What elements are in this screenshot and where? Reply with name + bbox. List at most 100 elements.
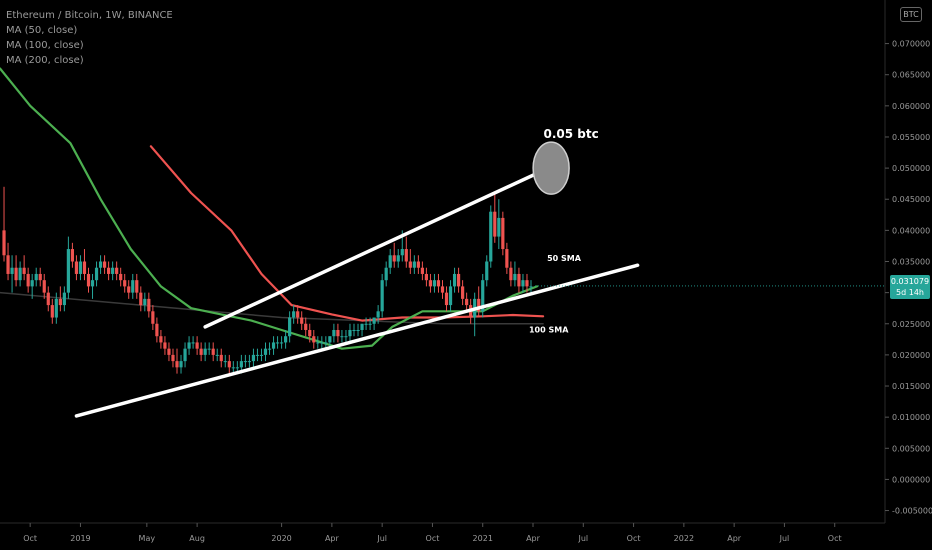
ma-line-50 [0,67,539,350]
candle-body [135,280,139,293]
candle-body [440,286,445,293]
candle-body [372,317,376,324]
candle-body [444,292,449,306]
candle-body [131,280,135,293]
candle-body [143,298,147,306]
candle-body [10,267,14,274]
candle-body [191,342,195,344]
candle-body [396,255,400,262]
time-tick-label: Apr [727,534,742,543]
candle-body [94,267,99,281]
candle-body [279,342,284,344]
price-tick-label: 0.050000 [892,164,930,173]
candle-body [259,354,264,356]
candle-body [6,255,10,274]
candle-body [82,261,87,274]
candle-body [127,286,131,293]
symbol-title[interactable]: Ethereum / Bitcoin, 1W, BINANCE [6,10,173,21]
candle-body [18,267,22,281]
candle-body [139,292,143,306]
candle-body [400,249,404,256]
candle-body [155,323,159,337]
candle-body [485,261,489,281]
candle-body [456,273,461,287]
candle-body [497,217,501,237]
candle-body [352,329,356,331]
candle-body [70,249,75,262]
candle-body [171,354,175,362]
time-tick-label: 2019 [70,534,90,543]
candle-body [344,336,348,338]
ma-200-legend[interactable]: MA (200, close) [6,55,84,66]
price-tick-label: 0.065000 [892,71,930,80]
time-tick-label: May [139,534,156,543]
candle-body [151,311,155,324]
candle-body [461,286,465,299]
candle-body [159,336,163,343]
candle-body [328,336,332,343]
candle-body [529,286,533,288]
price-tick-label: 0.055000 [892,133,930,142]
candle-body [332,329,336,337]
candle-body [102,261,107,268]
candle-body [215,354,219,356]
ma-100-legend[interactable]: MA (100, close) [6,40,84,51]
candle-body [163,342,167,349]
price-tick-label: -0.005000 [892,507,932,516]
time-tick-label: Oct [23,534,37,543]
price-tick-label: 0.010000 [892,413,930,422]
candle-body [388,255,392,268]
price-tick-label: 0.045000 [892,195,930,204]
candle-body [284,336,288,343]
candle-body [416,261,420,268]
time-tick-label: Jul [577,534,588,543]
price-tick-label: 0.070000 [892,40,930,49]
candle-body [465,298,469,306]
candle-body [513,273,517,281]
candle-body [300,317,304,324]
target-label: 0.05 btc [543,127,598,141]
time-tick-label: 2021 [473,534,493,543]
price-tick-label: 0.020000 [892,351,930,360]
trendline-lower [74,263,640,418]
candle-body [324,342,328,344]
candle-body [58,298,62,306]
currency-button[interactable]: BTC [900,7,922,22]
candle-body [90,280,95,287]
candle-body [203,348,207,355]
candle-body [179,361,183,368]
candle-body [187,342,191,349]
candle-body [14,267,18,281]
candle-body [74,261,79,274]
candle-body [432,280,437,287]
bar-countdown: 5d 14h [896,288,924,297]
candle-body [243,361,247,363]
candle-body [86,273,91,287]
candle-body [316,342,320,344]
candle-body [34,273,38,281]
price-tick-label: 0.000000 [892,475,930,484]
candle-body [26,273,30,287]
candle-body [107,267,111,274]
candle-body [452,273,457,287]
candle-body [62,292,66,306]
candle-body [380,280,384,312]
candle-body [424,273,429,281]
chart-legend: Ethereum / Bitcoin, 1W, BINANCE MA (50, … [6,8,173,68]
annotation-label: 100 SMA [529,325,569,334]
candle-body [239,361,243,368]
candle-body [38,273,42,281]
trendline-upper [203,163,557,329]
ma-50-legend[interactable]: MA (50, close) [6,25,78,36]
candle-body [66,249,70,293]
candle-body [336,329,340,337]
candle-body [98,261,103,268]
candle-body [340,336,344,338]
candle-body [115,267,119,274]
time-tick-label: Oct [627,534,641,543]
time-tick-label: Apr [325,534,340,543]
price-tick-label: 0.005000 [892,444,930,453]
time-tick-label: Oct [828,534,842,543]
